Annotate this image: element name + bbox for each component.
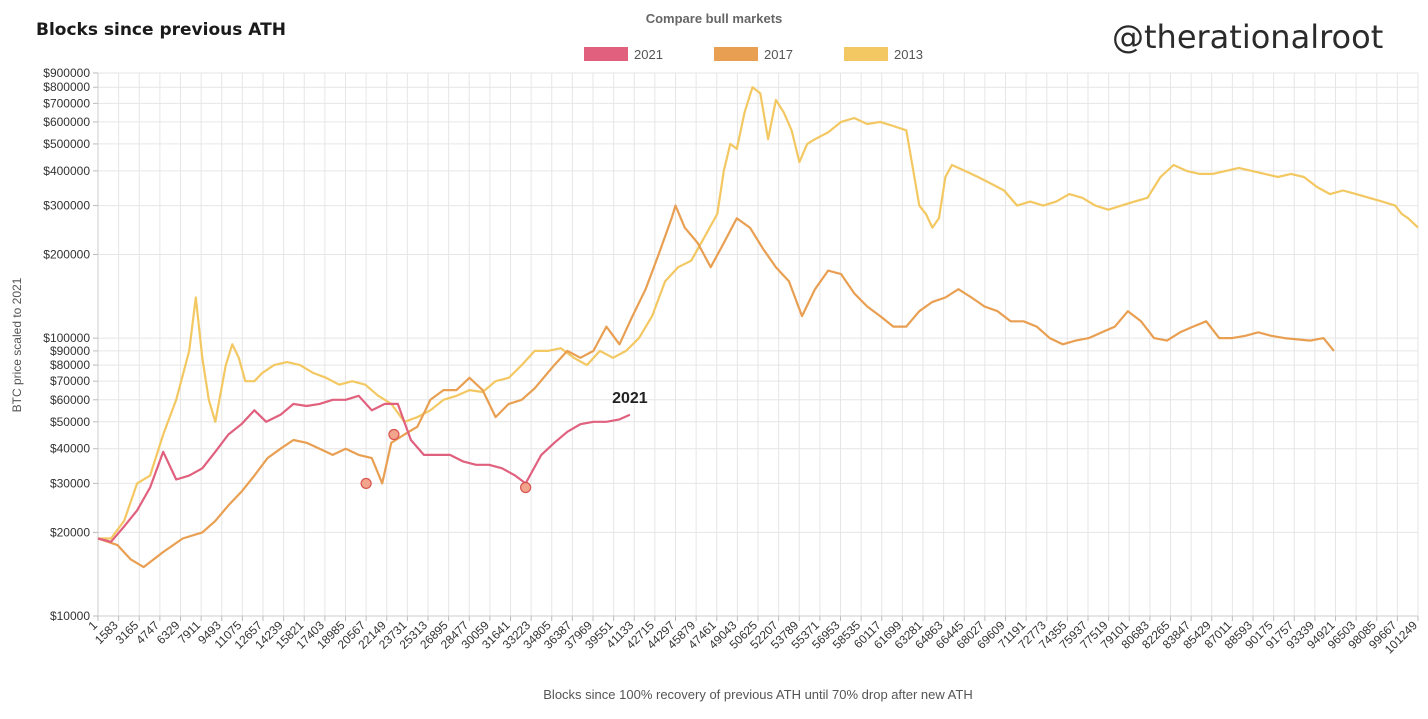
point-marker <box>388 428 400 441</box>
y-tick-label: $800000 <box>43 80 90 94</box>
y-tick-label: $600000 <box>43 115 90 129</box>
watermark-handle: @therationalroot <box>1112 18 1384 56</box>
series-annotation: 2021 <box>612 390 648 407</box>
point-marker <box>520 481 532 494</box>
y-tick-label: $900000 <box>43 66 90 80</box>
page-title: Blocks since previous ATH <box>36 20 286 40</box>
y-tick-label: $500000 <box>43 137 90 151</box>
chart-title: Compare bull markets <box>646 11 783 26</box>
legend-label-2017: 2017 <box>764 47 793 62</box>
y-tick-label: $40000 <box>50 442 90 456</box>
series-line-2013 <box>98 86 1419 540</box>
legend-swatch-2013 <box>844 47 888 61</box>
y-tick-label: $20000 <box>50 525 90 539</box>
series-layer <box>97 86 1419 569</box>
y-tick-label: $10000 <box>50 609 90 623</box>
y-tick-label: $50000 <box>50 415 90 429</box>
y-tick-label: $100000 <box>43 331 90 345</box>
y-tick-label: $90000 <box>50 344 90 358</box>
point-marker <box>360 477 372 490</box>
legend: 2021 2017 2013 <box>584 47 923 62</box>
x-axis: 1158331654747632979119493110751265714239… <box>85 615 1420 656</box>
y-tick-label: $80000 <box>50 358 90 372</box>
y-axis-title: BTC price scaled to 2021 <box>10 277 24 412</box>
y-tick-label: $30000 <box>50 476 90 490</box>
legend-swatch-2017 <box>714 47 758 61</box>
y-tick-label: $300000 <box>43 199 90 213</box>
grid <box>97 72 1419 617</box>
y-tick-label: $200000 <box>43 247 90 261</box>
legend-label-2013: 2013 <box>894 47 923 62</box>
x-axis-title: Blocks since 100% recovery of previous A… <box>543 687 972 702</box>
series-line-2017 <box>97 204 1335 569</box>
series-line-2021 <box>97 394 631 543</box>
y-tick-label: $60000 <box>50 393 90 407</box>
annotations-layer: 2021 <box>360 390 648 494</box>
y-tick-label: $400000 <box>43 164 90 178</box>
legend-swatch-2021 <box>584 47 628 61</box>
legend-label-2021: 2021 <box>634 47 663 62</box>
y-tick-label: $700000 <box>43 96 90 110</box>
y-axis: $10000 $20000 $30000 $40000 $50000 $60000 $700… <box>43 66 99 623</box>
y-tick-label: $70000 <box>50 374 90 388</box>
